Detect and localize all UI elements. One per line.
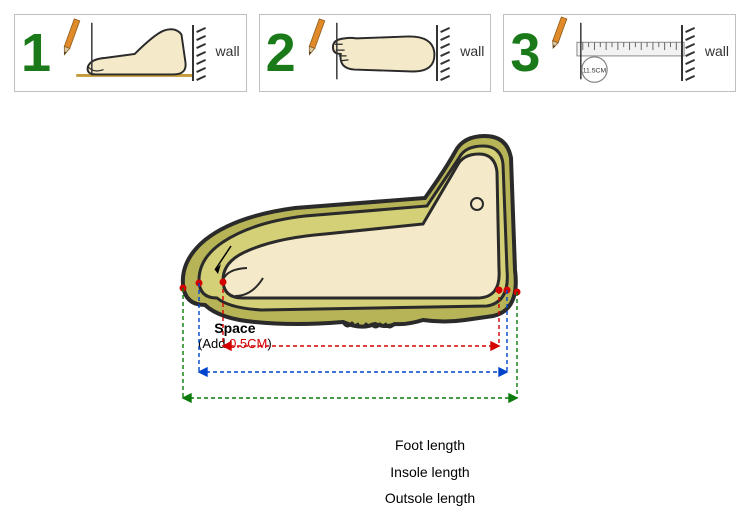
step-2-canvas: wall (298, 15, 491, 91)
shoe-cross-section-svg (165, 130, 595, 420)
wall-label-2: wall (460, 43, 484, 59)
insole-length-line (199, 368, 507, 376)
foot-length-line (223, 342, 499, 350)
outsole-length-label: Outsole length (340, 485, 520, 512)
insole-length-label: Insole length (340, 459, 520, 486)
outsole-length-line (183, 394, 517, 402)
wall-label-3: wall (705, 43, 729, 59)
ruler-mark-value: 11.5CM (583, 67, 607, 74)
step-1-box: 1 (14, 14, 247, 92)
foot-length-label: Foot length (340, 432, 520, 459)
measurement-labels: Foot length Insole length Outsole length (340, 432, 520, 512)
step-2-box: 2 wall (259, 14, 492, 92)
step-2-number: 2 (266, 26, 296, 80)
wall-hatch-1 (196, 25, 214, 81)
wall-hatch-3 (685, 25, 703, 81)
step-3-box: 3 (503, 14, 736, 92)
step-1-canvas: wall (53, 15, 246, 91)
shoe-diagram-area: Space (Add 0.5CM) (0, 120, 750, 503)
step-1-number: 1 (21, 26, 51, 80)
step-3-number: 3 (510, 26, 540, 80)
step-3-canvas: 11.5CM wall (542, 15, 735, 91)
wall-label-1: wall (216, 43, 240, 59)
measurement-steps-row: 1 (0, 0, 750, 92)
wall-hatch-2 (440, 25, 458, 81)
